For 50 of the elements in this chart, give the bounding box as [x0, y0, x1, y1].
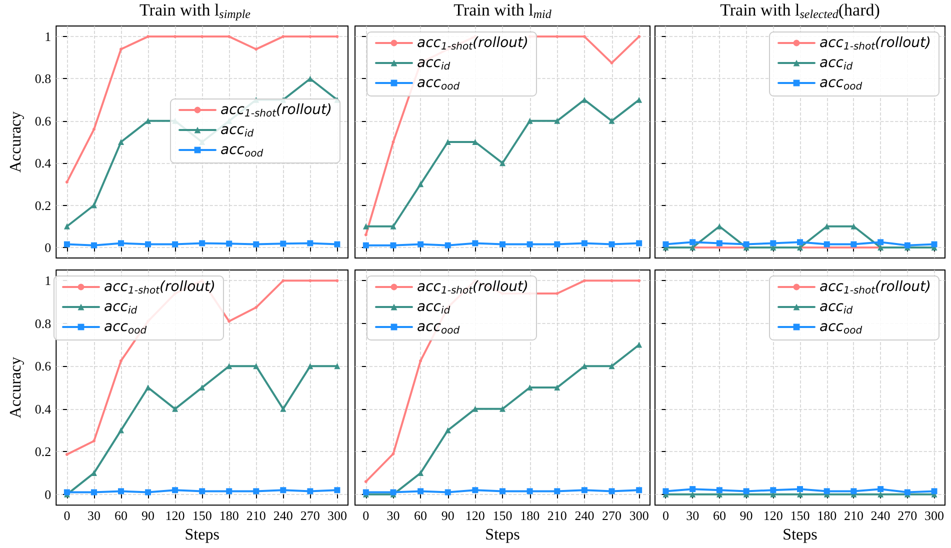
x-tick-label: 0: [662, 508, 669, 524]
x-tick-label: 120: [763, 508, 783, 524]
x-tick-label: 30: [686, 508, 700, 524]
y-tick-label: 0.4: [34, 156, 52, 171]
x-tick-label: 90: [142, 508, 155, 524]
x-tick-label: 270: [898, 508, 918, 524]
x-tick-label: 60: [712, 508, 726, 524]
x-tick-label: 210: [246, 508, 266, 524]
y-tick-label: 0: [44, 240, 52, 255]
x-tick-label: 270: [300, 508, 320, 524]
x-tick-label: 270: [602, 508, 622, 524]
x-tick-label: 240: [273, 508, 293, 524]
x-axis-title: Steps: [782, 526, 818, 544]
y-tick-label: 0: [44, 486, 52, 502]
x-tick-label: 120: [465, 508, 485, 524]
x-tick-label: 0: [64, 508, 70, 524]
y-tick-label: 1: [44, 29, 52, 44]
x-tick-label: 180: [817, 508, 837, 524]
x-tick-label: 180: [219, 508, 239, 524]
y-tick-label: 0.8: [34, 316, 52, 331]
x-tick-label: 60: [114, 508, 128, 524]
x-tick-label: 210: [844, 508, 864, 524]
x-tick-label: 300: [327, 508, 347, 524]
x-tick-label: 240: [574, 508, 594, 524]
y-tick-label: 0.2: [34, 198, 52, 213]
y-axis-title: Accuracy: [8, 111, 24, 173]
x-tick-label: 30: [386, 508, 400, 524]
x-tick-label: 30: [87, 508, 100, 524]
y-axis-title: Accuracy: [8, 356, 24, 418]
x-tick-label: 90: [441, 508, 454, 524]
x-tick-label: 300: [924, 508, 944, 524]
x-tick-label: 210: [547, 508, 567, 524]
x-tick-label: 150: [192, 508, 212, 524]
y-tick-label: 0.6: [34, 113, 52, 128]
x-axis-title: Steps: [184, 526, 220, 544]
x-tick-label: 150: [492, 508, 512, 524]
x-tick-label: 240: [870, 508, 890, 524]
x-tick-label: 90: [740, 508, 753, 524]
y-tick-label: 0.6: [34, 358, 52, 374]
y-tick-label: 0.4: [34, 401, 52, 416]
y-tick-label: 0.8: [34, 71, 52, 86]
x-tick-label: 180: [520, 508, 540, 524]
x-tick-label: 150: [790, 508, 810, 524]
x-tick-label: 120: [165, 508, 185, 524]
x-tick-label: 300: [629, 508, 649, 524]
y-tick-label: 0.2: [34, 444, 52, 460]
x-tick-label: 60: [414, 508, 428, 524]
y-tick-label: 1: [44, 273, 52, 288]
x-axis-title: Steps: [485, 526, 520, 544]
x-tick-label: 0: [362, 508, 370, 524]
